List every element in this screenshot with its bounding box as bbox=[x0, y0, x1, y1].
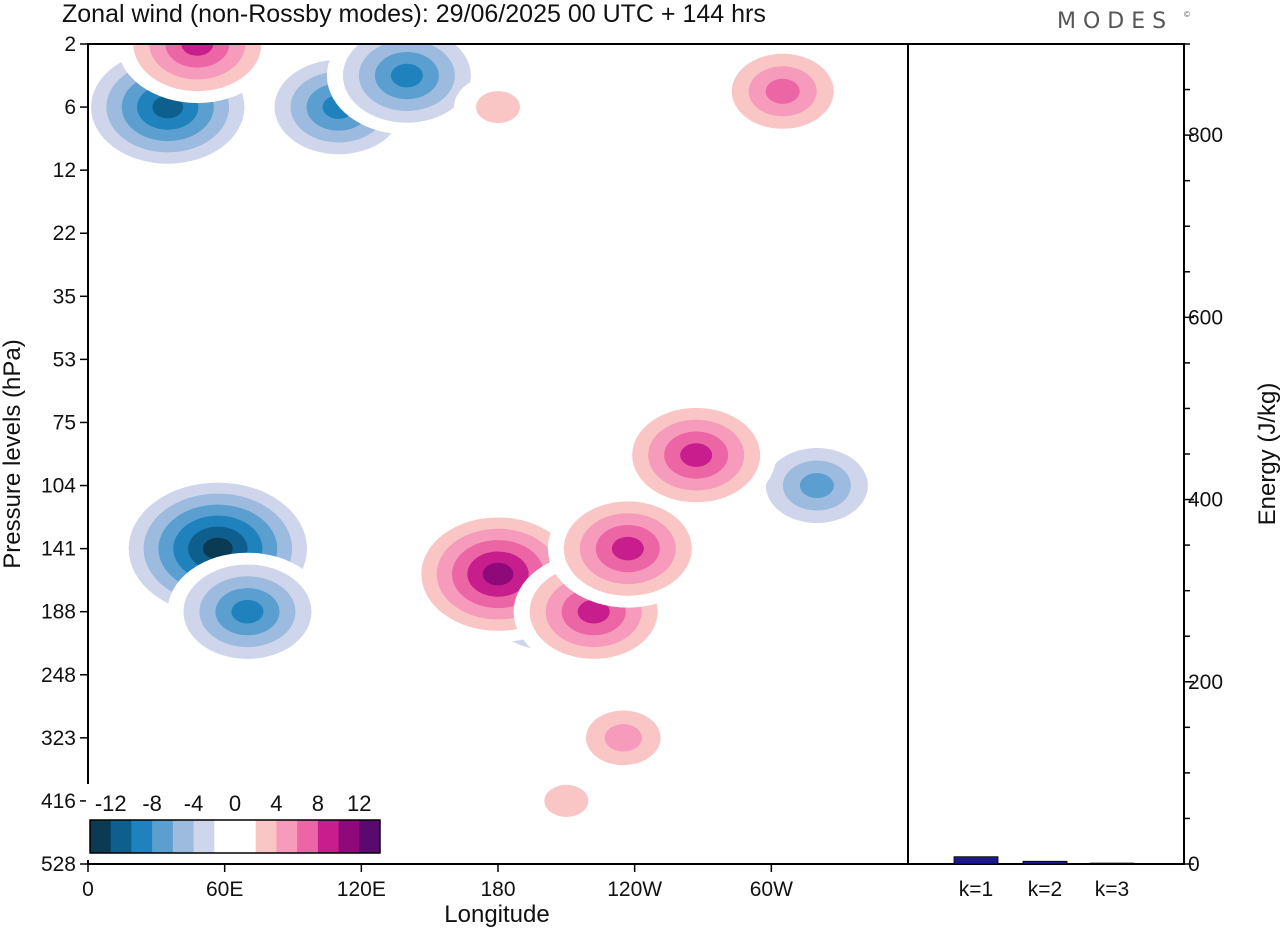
chart-title: Zonal wind (non-Rossby modes): 29/06/202… bbox=[62, 0, 766, 28]
y-tick-label-9: 188 bbox=[41, 601, 76, 624]
colorbar-cell-8 bbox=[255, 820, 277, 853]
wind-feature-11-band-4 bbox=[765, 78, 800, 104]
y-tick-label-1: 6 bbox=[64, 96, 76, 119]
y-axis-title: Pressure levels (hPa) bbox=[0, 339, 26, 568]
wind-feature-14 bbox=[567, 696, 680, 779]
heatmap-field bbox=[88, 44, 885, 833]
y-tick-label-7: 104 bbox=[41, 475, 76, 498]
energy-tick-label-2: 400 bbox=[1188, 489, 1223, 512]
colorbar-label-2: -4 bbox=[184, 791, 204, 816]
wind-feature-7-band-6 bbox=[482, 562, 514, 586]
wind-feature-13 bbox=[454, 75, 542, 140]
colorbar-cell-11 bbox=[317, 820, 340, 853]
colorbar-cell-7 bbox=[235, 820, 257, 853]
wind-feature-13-band-2 bbox=[476, 91, 520, 124]
x-tick-label-3: 180 bbox=[480, 878, 515, 901]
colorbar-cell-4 bbox=[172, 820, 195, 853]
wind-feature-11 bbox=[714, 44, 851, 142]
wind-feature-9 bbox=[547, 489, 708, 608]
wind-feature-4 bbox=[748, 435, 885, 536]
y-tick-label-2: 12 bbox=[53, 159, 76, 182]
energy-bar-k=3 bbox=[1089, 862, 1135, 865]
wind-feature-10 bbox=[616, 396, 777, 515]
colorbar-cell-5 bbox=[193, 820, 215, 853]
wind-feature-2 bbox=[167, 552, 328, 671]
energy-panel-frame bbox=[907, 43, 1185, 865]
colorbar-cell-2 bbox=[131, 820, 153, 853]
x-axis-title: Longitude bbox=[444, 901, 549, 928]
energy-tick-label-1: 200 bbox=[1188, 671, 1223, 694]
wind-feature-6 bbox=[326, 44, 487, 135]
energy-bar-k=1 bbox=[953, 856, 999, 865]
wind-feature-2-band-5 bbox=[231, 599, 264, 624]
colorbar-label-4: 4 bbox=[270, 791, 282, 816]
y-axis: 2 6 12 22 35 53 75 104 141 188 248 323 416 528 bbox=[41, 33, 88, 876]
energy-category-label-1: k=2 bbox=[1028, 878, 1062, 901]
x-tick-label-5: 60W bbox=[750, 878, 793, 901]
colorbar-cell-1 bbox=[110, 820, 132, 853]
y-tick-label-4: 35 bbox=[53, 285, 76, 308]
colorbar-cell-12 bbox=[338, 820, 360, 853]
wind-feature-0-band-7 bbox=[202, 537, 233, 560]
energy-tick-label-0: 0 bbox=[1188, 853, 1200, 876]
y-tick-label-6: 75 bbox=[53, 411, 76, 434]
energy-tick-label-4: 800 bbox=[1188, 124, 1223, 147]
x-axis: 0 60E 120E 180 120W 60W bbox=[82, 864, 793, 901]
energy-axis: 0 200 400 600 800 bbox=[1184, 43, 1223, 876]
colorbar-label-6: 12 bbox=[347, 791, 371, 816]
wind-feature-1-band-6 bbox=[152, 95, 184, 119]
wind-feature-8-band-5 bbox=[577, 599, 610, 624]
colorbar-frame bbox=[89, 819, 381, 854]
x-tick-label-2: 120E bbox=[337, 878, 386, 901]
wind-feature-9-band-5 bbox=[611, 536, 644, 561]
colorbar-cell-10 bbox=[297, 820, 319, 853]
colorbar-label-0: -12 bbox=[95, 791, 127, 816]
wind-feature-14-band-3 bbox=[604, 724, 642, 752]
wind-feature-4-band-4 bbox=[799, 473, 834, 499]
y-tick-label-0: 2 bbox=[64, 33, 76, 56]
y-tick-label-5: 53 bbox=[53, 348, 76, 371]
energy-axis-title: Energy (J/kg) bbox=[1254, 383, 1280, 526]
colorbar-label-3: 0 bbox=[229, 791, 241, 816]
x-tick-label-4: 120W bbox=[607, 878, 662, 901]
colorbar-label-5: 8 bbox=[312, 791, 324, 816]
wind-feature-6-band-5 bbox=[390, 63, 423, 88]
x-tick-label-1: 60E bbox=[206, 878, 243, 901]
copyright-mark: © bbox=[1184, 10, 1190, 19]
energy-bars: k=1 k=2 k=3 bbox=[953, 856, 1135, 901]
colorbar-cell-13 bbox=[359, 820, 381, 853]
energy-bar-k=2 bbox=[1022, 860, 1068, 865]
energy-category-label-2: k=3 bbox=[1095, 878, 1129, 901]
wind-feature-15 bbox=[522, 768, 611, 833]
x-tick-label-0: 0 bbox=[82, 878, 94, 901]
energy-category-label-0: k=1 bbox=[959, 878, 993, 901]
wind-feature-12 bbox=[117, 44, 278, 103]
wind-feature-10-band-5 bbox=[680, 443, 713, 467]
y-tick-label-13: 528 bbox=[41, 853, 76, 876]
colorbar-cell-0 bbox=[90, 820, 112, 853]
colorbar: -12 -8 -4 0 4 8 12 bbox=[86, 784, 386, 860]
colorbar-cell-9 bbox=[276, 820, 298, 853]
y-tick-label-8: 141 bbox=[41, 538, 76, 561]
colorbar-label-1: -8 bbox=[142, 791, 162, 816]
y-tick-label-11: 323 bbox=[41, 727, 76, 750]
energy-tick-label-3: 600 bbox=[1188, 306, 1223, 329]
y-tick-label-10: 248 bbox=[41, 664, 76, 687]
modes-logo: MODES bbox=[1057, 9, 1174, 34]
wind-feature-1 bbox=[88, 44, 260, 176]
colorbar-cell-6 bbox=[214, 820, 236, 853]
wind-feature-15-band-2 bbox=[544, 784, 589, 817]
wind-feature-12-band-5 bbox=[181, 44, 214, 56]
y-tick-label-3: 22 bbox=[53, 222, 76, 245]
colorbar-cell-3 bbox=[152, 820, 174, 853]
y-tick-label-12: 416 bbox=[41, 790, 76, 813]
